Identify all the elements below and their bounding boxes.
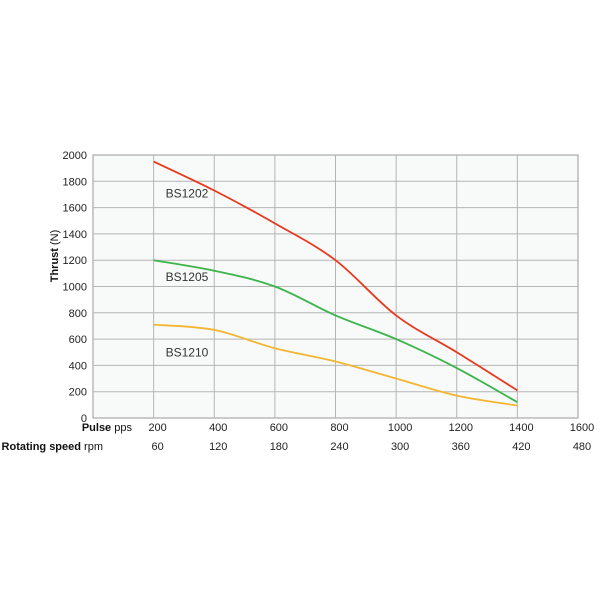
x2-tick-label: 300 (391, 441, 409, 453)
grid (92, 154, 579, 419)
y-tick-label: 400 (69, 360, 87, 372)
x2-tick-label: 420 (512, 441, 530, 453)
x2-tick-label: 60 (152, 441, 164, 453)
y-tick-label: 800 (69, 308, 87, 320)
x2-tick-label: 480 (573, 441, 591, 453)
series-lines (153, 160, 518, 407)
x-tick-label: 1600 (570, 422, 594, 434)
x-tick-label: 1400 (509, 422, 533, 434)
y-tick-label: 1600 (63, 203, 87, 215)
y-tick-label: 600 (69, 334, 87, 346)
y-tick-label: 2000 (63, 150, 87, 162)
series-label-bs1202: BS1202 (166, 187, 209, 201)
series-line-bs1202 (153, 160, 518, 392)
x-tick-label: 1200 (449, 422, 473, 434)
x2-tick-label: 240 (330, 441, 348, 453)
series-label-bs1210: BS1210 (166, 346, 209, 360)
y-tick-label: 0 (81, 413, 87, 425)
x-tick-label: 1000 (388, 422, 412, 434)
series-line-bs1205 (153, 259, 518, 404)
x-tick-label: 400 (209, 422, 227, 434)
series-label-bs1205: BS1205 (166, 270, 209, 284)
series-line-bs1210 (153, 323, 518, 407)
y-tick-label: 200 (69, 387, 87, 399)
x2-tick-label: 360 (452, 441, 470, 453)
x2-tick-label: 180 (270, 441, 288, 453)
x-tick-label: 800 (330, 422, 348, 434)
x-axis-title: Pulse pps (82, 422, 133, 434)
y-tick-labels: 0 200 400 600 800 1000 1200 1400 1600 1800 2000 (63, 150, 87, 425)
y-axis-title: Thrust (N) (49, 230, 61, 283)
x-tick-label: 200 (148, 422, 166, 434)
y-tick-label: 1400 (63, 229, 87, 241)
y-tick-label: 1000 (63, 282, 87, 294)
x2-axis-title: Rotating speed rpm (2, 441, 103, 453)
x-tick-label: 600 (270, 422, 288, 434)
x2-tick-label: 120 (209, 441, 227, 453)
x-tick-labels: 200 400 600 800 1000 1200 1400 1600 (148, 422, 594, 434)
series-labels: BS1202 BS1205 BS1210 (166, 187, 209, 360)
y-tick-label: 1800 (63, 176, 87, 188)
x2-tick-labels: 60 120 180 240 300 360 420 480 (152, 441, 592, 453)
y-tick-label: 1200 (63, 255, 87, 267)
